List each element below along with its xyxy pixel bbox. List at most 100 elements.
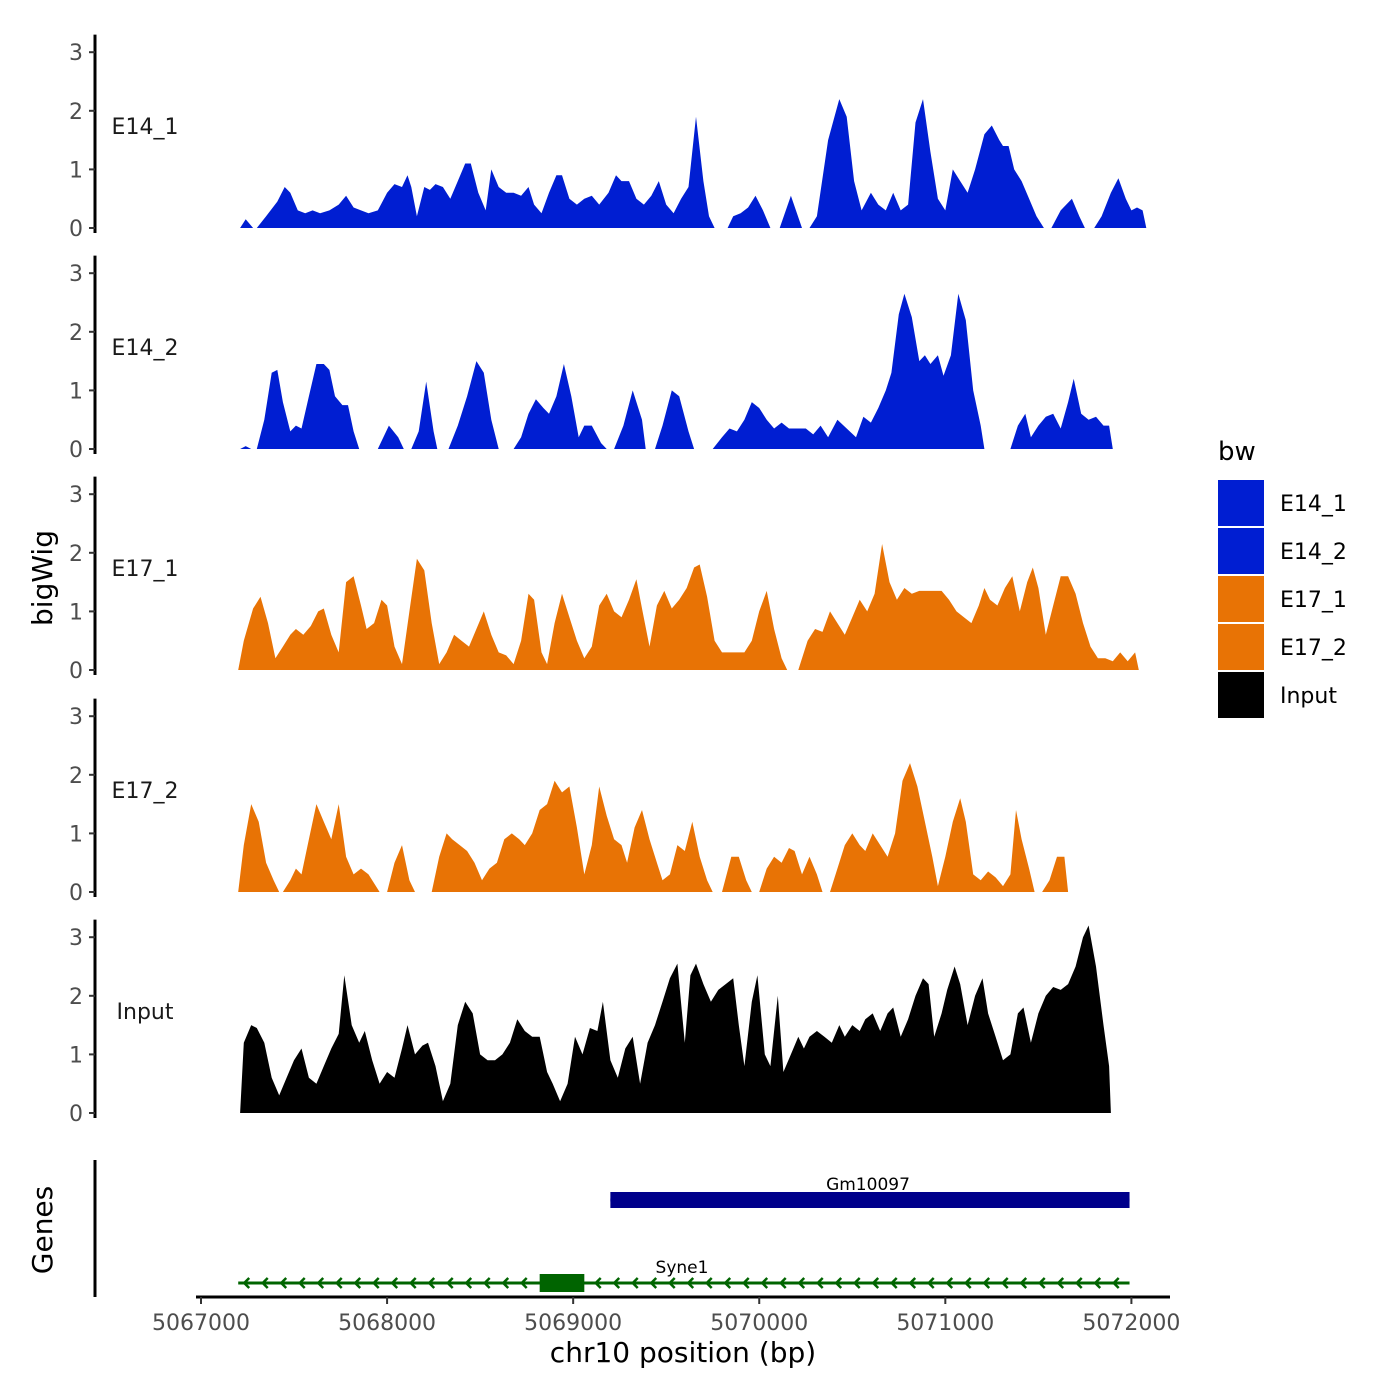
signal-area bbox=[798, 544, 1139, 670]
y-tick-label: 3 bbox=[69, 262, 83, 287]
strand-arrow bbox=[686, 1277, 695, 1289]
y-tick-label: 0 bbox=[69, 659, 83, 684]
strand-arrow bbox=[982, 1277, 991, 1289]
legend-swatch bbox=[1218, 528, 1264, 574]
strand-arrow bbox=[630, 1277, 639, 1289]
y-tick-label: 0 bbox=[69, 217, 83, 242]
legend: bw E14_1 E14_2 E17_1 E17_2 Input bbox=[1218, 437, 1347, 718]
track-E14_1: 0 1 2 3 E14_1 bbox=[69, 34, 1147, 242]
legend-swatch bbox=[1218, 576, 1264, 622]
signal-area bbox=[722, 856, 752, 892]
strand-arrow bbox=[1074, 1277, 1083, 1289]
y-tick-label: 2 bbox=[69, 321, 83, 346]
strand-arrow bbox=[371, 1277, 380, 1289]
strand-arrow bbox=[1037, 1277, 1046, 1289]
track-E17_2: 0 1 2 3 E17_2 bbox=[69, 698, 1069, 906]
x-tick-label: 5067000 bbox=[152, 1311, 250, 1336]
y-tick-label: 1 bbox=[69, 379, 83, 404]
legend-title: bw bbox=[1218, 437, 1256, 467]
strand-arrow bbox=[445, 1277, 454, 1289]
signal-area bbox=[655, 390, 695, 449]
strand-arrow bbox=[778, 1277, 787, 1289]
signal-area bbox=[256, 116, 715, 228]
strand-arrow bbox=[242, 1277, 251, 1289]
strand-arrow bbox=[427, 1277, 436, 1289]
x-tick-label: 5071000 bbox=[896, 1311, 994, 1336]
legend-label: E17_1 bbox=[1280, 588, 1347, 613]
signal-area bbox=[377, 425, 404, 449]
x-axis: 5067000 5068000 5069000 5070000 5071000 50720… bbox=[152, 1295, 1180, 1336]
strand-arrow bbox=[279, 1277, 288, 1289]
strand-arrow bbox=[797, 1277, 806, 1289]
strand-arrow bbox=[408, 1277, 417, 1289]
y-tick-label: 2 bbox=[69, 985, 83, 1010]
signal-area bbox=[759, 848, 823, 892]
legend-label: Input bbox=[1280, 684, 1337, 709]
strand-arrow bbox=[1093, 1277, 1102, 1289]
y-tick-label: 3 bbox=[69, 41, 83, 66]
signal-area bbox=[256, 364, 360, 449]
strand-arrow bbox=[297, 1277, 306, 1289]
legend-label: E14_1 bbox=[1280, 492, 1347, 517]
signal-area bbox=[411, 381, 438, 449]
signal-area bbox=[1094, 178, 1147, 228]
signal-area bbox=[614, 390, 646, 449]
y-tick-label: 0 bbox=[69, 1102, 83, 1127]
strand-arrow bbox=[667, 1277, 676, 1289]
gene-Syne1: Syne1 bbox=[238, 1258, 1130, 1292]
y-tick-label: 3 bbox=[69, 483, 83, 508]
legend-label: E17_2 bbox=[1280, 636, 1347, 661]
track-label: E14_2 bbox=[112, 336, 179, 361]
track-Input: 0 1 2 3 Input bbox=[69, 919, 1111, 1127]
strand-arrow bbox=[612, 1277, 621, 1289]
signal-area bbox=[1051, 198, 1085, 228]
track-panels: 0 1 2 3 E14_1 0 1 2 3 E14_2 0 1 2 3 E17_1 0 1 2 3 E17_2 0 1 2 3… bbox=[69, 34, 1147, 1127]
signal-area bbox=[448, 361, 499, 449]
x-tick-label: 5068000 bbox=[338, 1311, 436, 1336]
signal-area bbox=[1010, 378, 1113, 449]
x-tick-label: 5070000 bbox=[710, 1311, 808, 1336]
signal-area bbox=[431, 780, 713, 892]
strand-arrow bbox=[464, 1277, 473, 1289]
track-E14_2: 0 1 2 3 E14_2 bbox=[69, 255, 1113, 463]
signal-area bbox=[727, 195, 771, 228]
x-tick-label: 5069000 bbox=[524, 1311, 622, 1336]
strand-arrow bbox=[852, 1277, 861, 1289]
legend-swatch bbox=[1218, 624, 1264, 670]
signal-area bbox=[238, 558, 788, 670]
y-tick-label: 2 bbox=[69, 542, 83, 567]
y-tick-label: 1 bbox=[69, 600, 83, 625]
strand-arrow bbox=[926, 1277, 935, 1289]
y-tick-label: 3 bbox=[69, 926, 83, 951]
signal-area bbox=[387, 845, 415, 892]
strand-arrow bbox=[390, 1277, 399, 1289]
strand-arrow bbox=[260, 1277, 269, 1289]
x-axis-title: chr10 position (bp) bbox=[550, 1336, 816, 1369]
track-label: E17_1 bbox=[112, 557, 179, 582]
signal-area bbox=[1042, 856, 1069, 892]
signal-area bbox=[240, 925, 1111, 1113]
legend-swatch bbox=[1218, 672, 1264, 718]
strand-arrow bbox=[834, 1277, 843, 1289]
genes-axis-title: Genes bbox=[26, 1186, 59, 1274]
track-label: E14_1 bbox=[112, 115, 179, 140]
gene-label: Gm10097 bbox=[826, 1175, 910, 1195]
track-E17_1: 0 1 2 3 E17_1 bbox=[69, 476, 1139, 684]
strand-arrow bbox=[704, 1277, 713, 1289]
strand-arrow bbox=[501, 1277, 510, 1289]
strand-arrow bbox=[871, 1277, 880, 1289]
signal-area bbox=[240, 446, 252, 449]
signal-area bbox=[238, 804, 280, 892]
strand-arrow bbox=[519, 1277, 528, 1289]
strand-arrow bbox=[760, 1277, 769, 1289]
strand-arrow bbox=[815, 1277, 824, 1289]
y-tick-label: 2 bbox=[69, 100, 83, 125]
y-tick-label: 1 bbox=[69, 158, 83, 183]
strand-arrow bbox=[908, 1277, 917, 1289]
strand-arrow bbox=[482, 1277, 491, 1289]
gene-Gm10097: Gm10097 bbox=[610, 1175, 1130, 1208]
gene-label: Syne1 bbox=[656, 1258, 709, 1278]
y-tick-label: 0 bbox=[69, 438, 83, 463]
signal-area bbox=[809, 99, 1044, 228]
strand-arrow bbox=[649, 1277, 658, 1289]
